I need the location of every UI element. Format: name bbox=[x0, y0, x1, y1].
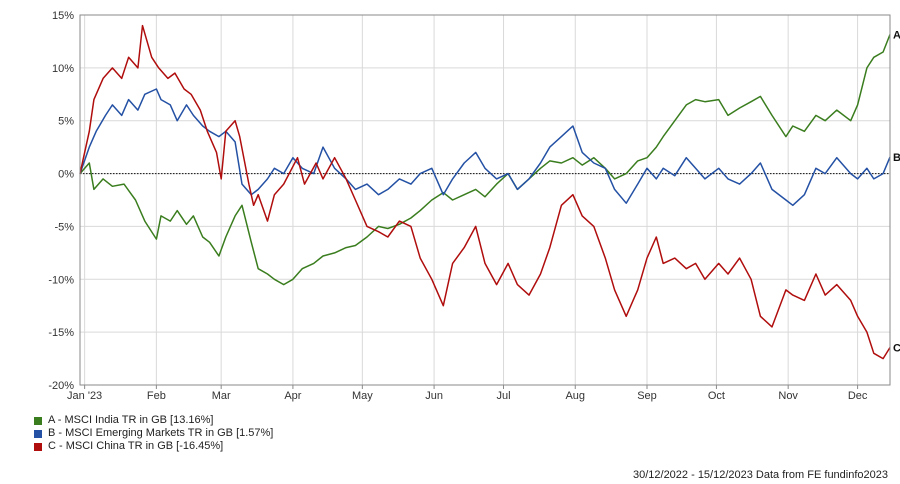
x-tick-label: May bbox=[352, 390, 373, 402]
y-tick-label: -5% bbox=[54, 221, 74, 233]
grid-lines bbox=[80, 14, 890, 386]
legend: A - MSCI India TR in GB [13.16%] B - MSCI… bbox=[34, 414, 273, 453]
plot-frame bbox=[79, 14, 891, 386]
series-end-label-c: C bbox=[893, 342, 900, 354]
y-tick-label: 10% bbox=[52, 63, 74, 75]
legend-swatch bbox=[34, 429, 42, 438]
legend-item: A - MSCI India TR in GB [13.16%] bbox=[34, 414, 273, 427]
series-line-a bbox=[79, 34, 891, 286]
x-tick-label: Jan '23 bbox=[67, 390, 102, 402]
x-tick-label: Feb bbox=[147, 390, 166, 402]
line-chart: 15% 10% 5% 0% -5% -10% -15% -20% Jan '23 Feb Mar A… bbox=[48, 10, 900, 402]
x-tick-label: Mar bbox=[212, 390, 231, 402]
x-tick-label: Jun bbox=[425, 390, 443, 402]
series-end-labels: A B C bbox=[893, 29, 900, 354]
series-line-c bbox=[79, 24, 891, 360]
x-tick-label: Oct bbox=[708, 390, 725, 402]
y-tick-label: 5% bbox=[58, 116, 74, 128]
legend-label: B - MSCI Emerging Markets TR in GB [1.57… bbox=[48, 427, 274, 439]
x-tick-label: Sep bbox=[637, 390, 657, 402]
y-tick-label: 0% bbox=[58, 169, 74, 181]
footer-source: 30/12/2022 - 15/12/2023 Data from FE fun… bbox=[632, 469, 888, 481]
legend-item: B - MSCI Emerging Markets TR in GB [1.57… bbox=[34, 427, 273, 440]
x-axis-ticks: Jan '23 Feb Mar Apr May Jun Jul Aug Sep Oct Nov Dec bbox=[67, 385, 868, 402]
x-tick-label: Dec bbox=[848, 390, 868, 402]
legend-item: C - MSCI China TR in GB [-16.45%] bbox=[34, 440, 273, 453]
legend-label: C - MSCI China TR in GB [-16.45%] bbox=[48, 440, 224, 452]
legend-swatch bbox=[34, 416, 42, 425]
x-tick-label: Nov bbox=[778, 390, 798, 402]
x-tick-label: Apr bbox=[284, 390, 301, 402]
legend-label: A - MSCI India TR in GB [13.16%] bbox=[48, 414, 214, 426]
y-axis-ticks: 15% 10% 5% 0% -5% -10% -15% -20% bbox=[48, 10, 74, 392]
x-tick-label: Aug bbox=[565, 390, 585, 402]
x-tick-label: Jul bbox=[496, 390, 510, 402]
y-tick-label: -15% bbox=[48, 327, 74, 339]
series-lines bbox=[79, 24, 891, 360]
y-tick-label: 15% bbox=[52, 10, 74, 22]
y-tick-label: -10% bbox=[48, 274, 74, 286]
y-tick-label: -20% bbox=[48, 380, 74, 392]
legend-swatch bbox=[34, 442, 42, 451]
series-end-label-a: A bbox=[893, 29, 900, 41]
series-line-b bbox=[79, 88, 891, 207]
series-end-label-b: B bbox=[893, 152, 900, 164]
